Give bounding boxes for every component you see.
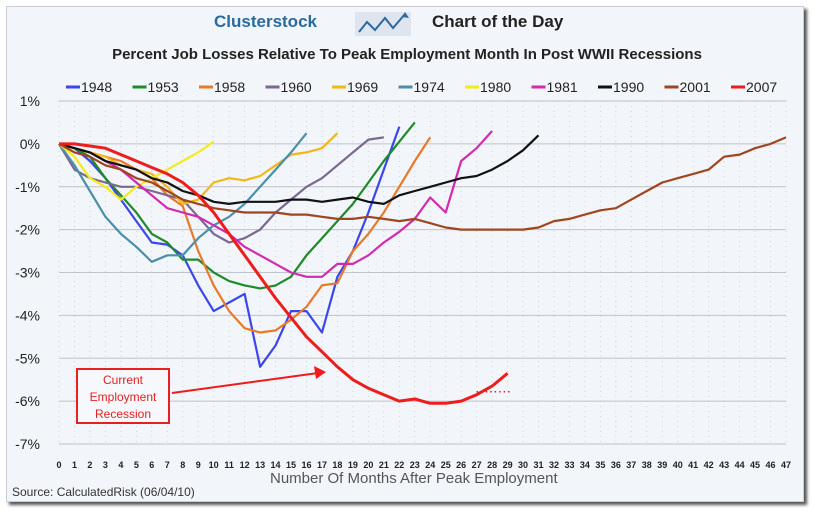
- x-tick-label: 36: [611, 460, 621, 470]
- x-tick-label: 18: [332, 460, 342, 470]
- x-tick-label: 3: [103, 460, 108, 470]
- x-tick-label: 38: [642, 460, 652, 470]
- source-note: Source: CalculatedRisk (06/04/10): [12, 485, 195, 499]
- x-tick-label: 15: [286, 460, 296, 470]
- x-tick-label: 39: [657, 460, 667, 470]
- x-tick-label: 45: [750, 460, 760, 470]
- series-line-1953: [58, 121, 416, 290]
- x-tick-label: 5: [134, 460, 139, 470]
- y-tick-label: -1%: [15, 179, 40, 195]
- series-line-1969: [58, 132, 339, 205]
- x-tick-label: 23: [410, 460, 420, 470]
- x-tick-label: 8: [180, 460, 185, 470]
- brand-name: Clusterstock: [214, 12, 317, 31]
- x-tick-label: 16: [301, 460, 311, 470]
- annotation-arrow: [171, 372, 319, 394]
- series-line-1980: [58, 140, 215, 201]
- trend-chart-icon: [355, 12, 411, 36]
- series-line-1960: [58, 136, 384, 244]
- y-tick-label: -6%: [15, 393, 40, 409]
- annotation-box: Current Employment Recession: [76, 368, 170, 424]
- y-tick-label: -4%: [15, 307, 40, 323]
- x-tick-label: 24: [425, 460, 435, 470]
- x-tick-label: 35: [595, 460, 605, 470]
- legend-label-1953: 1953: [148, 79, 179, 95]
- x-tick-label: 22: [394, 460, 404, 470]
- x-tick-label: 26: [456, 460, 466, 470]
- x-tick-label: 14: [271, 460, 281, 470]
- x-tick-label: 13: [255, 460, 265, 470]
- legend-label-1969: 1969: [347, 79, 378, 95]
- legend-label-1960: 1960: [281, 79, 312, 95]
- x-tick-label: 31: [534, 460, 544, 470]
- x-tick-label: 9: [196, 460, 201, 470]
- y-tick-label: 1%: [20, 93, 40, 109]
- y-tick-label: -3%: [15, 265, 40, 281]
- x-tick-label: 19: [348, 460, 358, 470]
- x-tick-label: 42: [704, 460, 714, 470]
- y-tick-label: -5%: [15, 350, 40, 366]
- x-tick-label: 17: [317, 460, 327, 470]
- x-tick-label: 4: [118, 460, 123, 470]
- x-tick-label: 12: [240, 460, 250, 470]
- series-line-2001: [58, 136, 787, 231]
- x-tick-label: 27: [472, 460, 482, 470]
- x-tick-label: 41: [688, 460, 698, 470]
- chart-of-the-day-label: Chart of the Day: [432, 12, 564, 31]
- series-line-1990: [58, 134, 540, 205]
- legend-label-1974: 1974: [414, 79, 445, 95]
- legend-label-2007: 2007: [746, 79, 777, 95]
- x-tick-label: 11: [224, 460, 234, 470]
- x-tick-label: 7: [165, 460, 170, 470]
- series-line-2007: [59, 142, 509, 405]
- y-tick-label: -7%: [15, 436, 40, 452]
- x-tick-label: 6: [149, 460, 154, 470]
- x-tick-label: 44: [735, 460, 745, 470]
- x-tick-label: 30: [518, 460, 528, 470]
- y-tick-label: -2%: [15, 222, 40, 238]
- x-tick-label: 47: [781, 460, 791, 470]
- legend-label-2001: 2001: [680, 79, 711, 95]
- x-tick-label: 25: [441, 460, 451, 470]
- x-tick-label: 37: [626, 460, 636, 470]
- x-tick-label: 1: [72, 460, 77, 470]
- chart-title: Percent Job Losses Relative To Peak Empl…: [112, 46, 702, 63]
- x-tick-label: 10: [209, 460, 219, 470]
- legend-label-1948: 1948: [81, 79, 112, 95]
- x-tick-label: 33: [564, 460, 574, 470]
- x-tick-label: 21: [379, 460, 389, 470]
- series-line-1958: [58, 136, 432, 334]
- legend-label-1981: 1981: [547, 79, 578, 95]
- x-tick-label: 2: [87, 460, 92, 470]
- x-tick-label: 28: [487, 460, 497, 470]
- y-tick-label: 0%: [20, 136, 40, 152]
- series-line-1948: [58, 126, 401, 368]
- legend-label-1990: 1990: [613, 79, 644, 95]
- x-tick-label: 34: [580, 460, 590, 470]
- x-tick-label: 29: [503, 460, 513, 470]
- legend-label-1980: 1980: [480, 79, 511, 95]
- annotation-arrowhead: [314, 366, 326, 379]
- x-tick-label: 43: [719, 460, 729, 470]
- legend-label-1958: 1958: [214, 79, 245, 95]
- series-line-1974: [58, 132, 308, 263]
- x-tick-label: 0: [56, 460, 61, 470]
- x-tick-label: 32: [549, 460, 559, 470]
- x-tick-label: 40: [673, 460, 683, 470]
- series-line-1981: [58, 130, 493, 278]
- x-tick-label: 20: [363, 460, 373, 470]
- x-axis-title: Number Of Months After Peak Employment: [270, 470, 558, 487]
- x-tick-label: 46: [766, 460, 776, 470]
